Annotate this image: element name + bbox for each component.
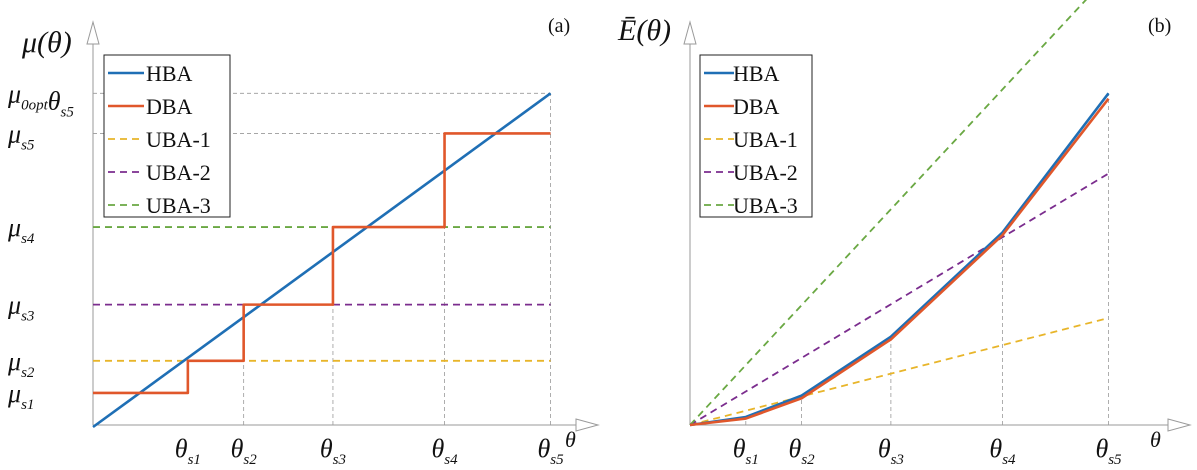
x-tick-label: θs4 xyxy=(989,434,1016,468)
legend-box xyxy=(699,54,813,218)
y-tick-label: μs4 xyxy=(7,213,35,247)
series-line-dba xyxy=(689,97,1110,427)
y-axis-label: Ē(θ) xyxy=(617,14,671,47)
legend: HBA DBA UBA-1 UBA-2 UBA-3 xyxy=(103,54,231,218)
x-tick-label: θs1 xyxy=(175,434,201,468)
legend-label: DBA xyxy=(146,94,193,119)
series-line-hba xyxy=(92,92,552,429)
x-tick-label: θs2 xyxy=(789,434,816,468)
y-tick-label: μs3 xyxy=(7,291,34,325)
y-axis-arrow xyxy=(683,20,697,45)
y-tick-label: μs2 xyxy=(7,347,35,381)
x-tick-label: θs5 xyxy=(537,434,564,468)
legend-label: HBA xyxy=(146,61,193,86)
y-axis-label: μ(θ) xyxy=(21,26,72,59)
x-tick-label: θs5 xyxy=(1095,434,1122,468)
panel-label: (a) xyxy=(548,15,570,37)
chart-panel-b: θs1 θs2 θs3 θs4 θs5 HBA DBA UBA-1 UBA-2 UBA-3 (b) Ē… xyxy=(617,0,1192,468)
legend-label: UBA-1 xyxy=(733,127,798,152)
x-axis-label: θ xyxy=(1150,427,1161,452)
x-tick-label: θs2 xyxy=(231,434,258,468)
legend-label: UBA-2 xyxy=(146,160,211,185)
x-axis-arrow xyxy=(575,418,600,432)
y-tick-label: μ0optθs5 xyxy=(7,79,74,120)
series-line-uba-1 xyxy=(689,317,1109,426)
x-axis-arrow xyxy=(1167,418,1192,432)
panel-label: (b) xyxy=(1148,15,1171,37)
x-tick-label: θs1 xyxy=(733,434,759,468)
legend: HBA DBA UBA-1 UBA-2 UBA-3 xyxy=(699,54,813,218)
y-tick-label: μs5 xyxy=(7,119,35,153)
y-axis-arrow xyxy=(86,20,100,45)
series-line-uba-3 xyxy=(689,0,1088,426)
legend-label: DBA xyxy=(733,94,780,119)
series-line-hba xyxy=(689,92,1110,427)
x-tick-label: θs3 xyxy=(320,434,346,468)
series-line-uba-2 xyxy=(689,172,1109,426)
legend-box xyxy=(103,54,231,218)
legend-label: UBA-3 xyxy=(733,193,798,218)
x-tick-label: θs3 xyxy=(878,434,904,468)
legend-label: UBA-3 xyxy=(146,193,211,218)
series-line-dba xyxy=(93,132,551,395)
x-tick-label: θs4 xyxy=(431,434,458,468)
y-tick-label: μs1 xyxy=(7,379,34,413)
x-axis-label: θ xyxy=(565,427,576,452)
legend-label: HBA xyxy=(733,61,780,86)
legend-label: UBA-1 xyxy=(146,127,211,152)
legend-label: UBA-2 xyxy=(733,160,798,185)
